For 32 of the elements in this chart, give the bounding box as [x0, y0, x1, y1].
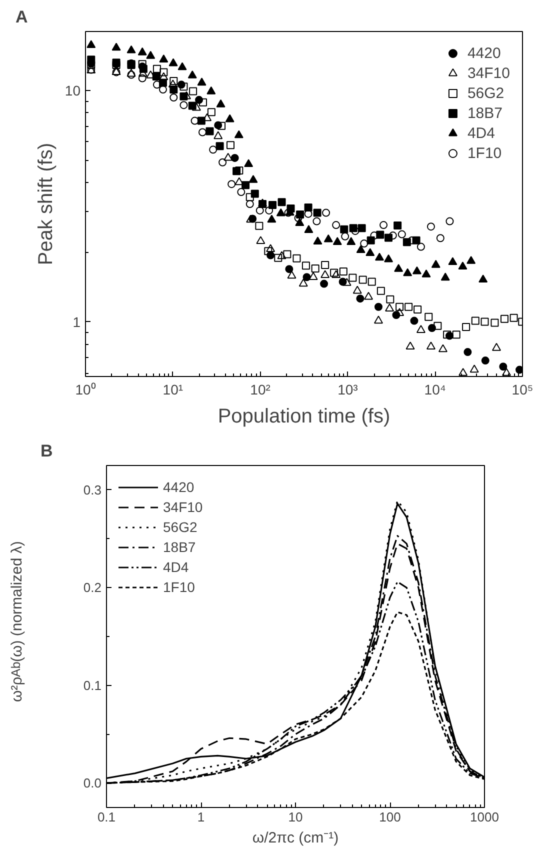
legend-label: 1F10: [163, 579, 195, 595]
x-tick-label: 100: [379, 810, 401, 824]
y-tick-label: 0.0: [83, 776, 102, 791]
x-tick-label: 10⁵: [512, 382, 534, 398]
x-tick-label: 1000: [470, 810, 499, 824]
legend-label: 4D4: [467, 124, 495, 142]
legend-label: 34F10: [163, 499, 203, 515]
x-tick-label: 10⁴: [424, 382, 446, 398]
x-axis-title: ω/2πc (cm⁻¹): [252, 830, 339, 846]
y-tick-label: 0.2: [83, 580, 102, 596]
x-tick-label: 10³: [338, 382, 358, 398]
legend-label: 56G2: [163, 519, 198, 535]
x-axis-title: Population time (fs): [218, 406, 390, 428]
legend-label: 18B7: [467, 104, 502, 122]
legend-label: 4D4: [163, 559, 189, 575]
chart-title: A: [16, 8, 28, 26]
legend-label: 34F10: [467, 64, 510, 82]
legend-label: 4420: [163, 479, 194, 495]
x-tick-label: 0.1: [97, 810, 116, 824]
y-tick-label: 0.1: [83, 678, 102, 693]
legend-label: 1F10: [467, 144, 502, 162]
x-tick-label: 10¹: [162, 382, 184, 398]
legend-label: 4420: [467, 44, 501, 62]
x-tick-label: 1: [197, 810, 205, 824]
chart-title: B: [40, 442, 53, 460]
y-tick-label: 0.3: [83, 482, 102, 498]
x-tick-label: 10⁰: [75, 382, 96, 398]
x-tick-label: 10: [288, 810, 303, 824]
legend-label: 18B7: [163, 539, 196, 555]
y-axis-title: Peak shift (fs): [34, 142, 57, 266]
legend-label: 56G2: [467, 84, 504, 102]
x-tick-label: 10²: [250, 382, 271, 398]
